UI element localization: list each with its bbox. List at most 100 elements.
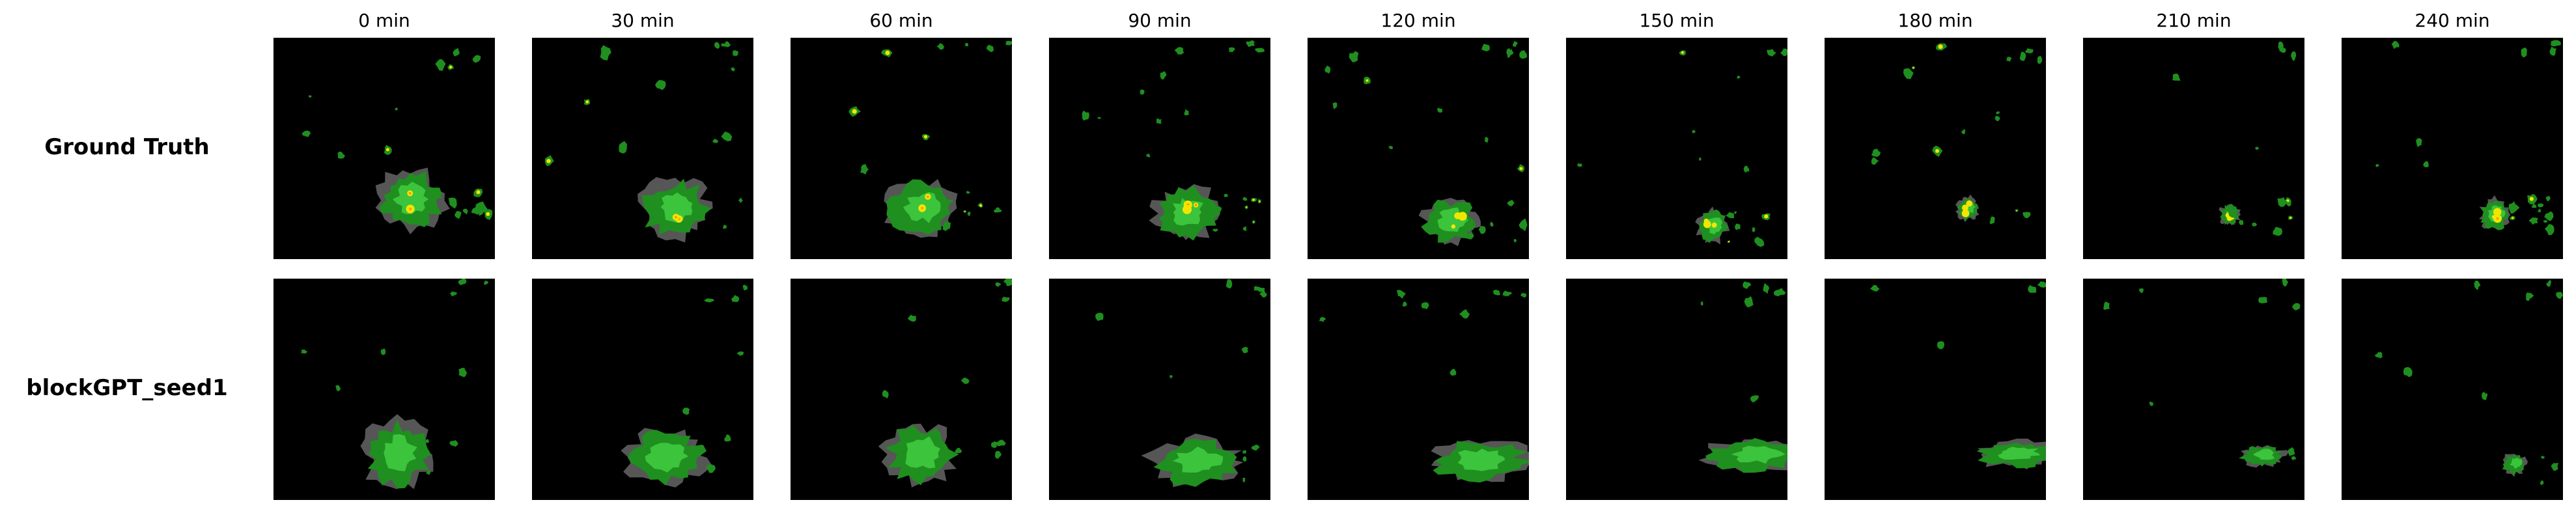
rain-speck [907, 314, 916, 322]
intense-rain-core [2496, 217, 2499, 220]
heavy-rain-speck [476, 190, 481, 195]
radar-panel-blockgpt-seed1-2 [791, 279, 1012, 500]
storm-core [384, 434, 417, 471]
rain-speck [337, 151, 345, 159]
radar-panel-ground-truth-2 [791, 38, 1012, 259]
column-title-0: 0 min [358, 10, 410, 31]
rain-speck [1324, 65, 1331, 74]
rain-speck [2391, 40, 2400, 49]
rain-speck [1513, 238, 1517, 243]
rain-speck [1478, 226, 1486, 234]
rain-speck [1520, 292, 1527, 298]
rain-speck [882, 389, 889, 399]
radar-panel-blockgpt-seed1-7 [2083, 279, 2304, 500]
radar-panel-ground-truth-7 [2083, 38, 2304, 259]
rain-speck [736, 351, 744, 356]
rain-speck [1097, 117, 1101, 119]
rain-speck [993, 207, 1002, 213]
intense-rain-core [921, 206, 924, 210]
rain-speck [2252, 222, 2257, 227]
rain-speck [2537, 203, 2544, 208]
rain-speck [1767, 49, 1776, 57]
rain-speck [1743, 165, 1750, 173]
rain-speck [1490, 221, 1494, 227]
intense-rain-core [408, 191, 412, 195]
rain-speck [1242, 450, 1246, 454]
column-title-8: 240 min [2415, 10, 2490, 31]
rain-speck [2546, 280, 2552, 287]
rain-speck [1507, 199, 1515, 206]
radar-field [301, 279, 489, 490]
rain-speck [1459, 309, 1470, 319]
rain-speck [1212, 229, 1218, 232]
heavy-rain-speck [546, 159, 551, 163]
rain-speck [995, 439, 1006, 447]
heavy-rain-speck [1681, 51, 1684, 54]
rain-speck [1388, 146, 1393, 150]
rain-speck [426, 470, 431, 475]
radar-panel-blockgpt-seed1-3 [1049, 279, 1270, 500]
rain-speck [655, 79, 666, 90]
heavy-rain-speck [964, 210, 966, 212]
rain-speck [1996, 111, 2000, 115]
radar-panel-ground-truth-5 [1566, 38, 1787, 259]
storm-core [645, 443, 689, 473]
radar-field [2374, 280, 2563, 486]
radar-panel-blockgpt-seed1-8 [2342, 279, 2563, 500]
rain-speck [1871, 148, 1881, 157]
rain-speck [724, 434, 731, 442]
rain-speck [2277, 197, 2288, 207]
rain-speck [2037, 55, 2043, 64]
radar-panel-blockgpt-seed1-6 [1825, 279, 2046, 500]
rain-speck [1743, 281, 1752, 289]
radar-panel-ground-truth-3 [1049, 38, 1270, 259]
heavy-rain-speck [1365, 79, 1369, 82]
rain-speck [2403, 367, 2413, 378]
heavy-rain-cell [1454, 212, 1461, 219]
rain-speck [2546, 195, 2551, 202]
rain-speck [1228, 47, 1235, 53]
heavy-rain-speck [885, 50, 890, 55]
rain-speck [395, 107, 398, 111]
rain-speck [1319, 317, 1326, 322]
heavy-rain-speck [2289, 217, 2292, 219]
radar-field [1698, 281, 1787, 473]
heavy-rain-speck [1259, 201, 1261, 202]
heavy-rain-speck [1912, 66, 1914, 69]
heavy-rain-speck [2529, 197, 2534, 201]
radar-field [2172, 41, 2297, 236]
rain-speck [1242, 226, 1247, 231]
rain-speck [1259, 290, 1267, 298]
rain-speck [335, 385, 341, 391]
rain-speck [2509, 204, 2520, 212]
rain-speck [2139, 288, 2144, 293]
radar-field [301, 48, 493, 234]
rain-speck [1519, 218, 1528, 232]
rain-speck [458, 279, 467, 285]
rain-speck [2540, 480, 2544, 486]
storm-core [905, 436, 940, 469]
storm-core [393, 182, 429, 215]
rain-speck [1754, 236, 1765, 247]
rain-speck [1146, 154, 1151, 158]
rain-speck [2423, 161, 2429, 167]
rain-speck [1961, 129, 1966, 135]
rain-speck [723, 224, 727, 229]
rain-speck [2531, 204, 2537, 208]
rain-speck [2544, 211, 2554, 221]
heavy-rain-cell [1451, 224, 1456, 229]
rain-speck [742, 284, 748, 291]
storm-core [1172, 447, 1224, 473]
rain-speck [2556, 292, 2563, 299]
column-title-6: 180 min [1897, 10, 1973, 31]
radar-field [621, 284, 748, 488]
heavy-rain-speck [1253, 221, 1255, 223]
rain-speck [991, 441, 997, 449]
rain-speck [1481, 44, 1490, 51]
radar-panel-ground-truth-8 [2342, 38, 2563, 259]
rain-speck [942, 221, 951, 231]
radar-panel-ground-truth-0 [273, 38, 495, 259]
rain-speck [1700, 301, 1703, 306]
rain-speck [449, 291, 457, 297]
rain-speck [986, 44, 994, 53]
